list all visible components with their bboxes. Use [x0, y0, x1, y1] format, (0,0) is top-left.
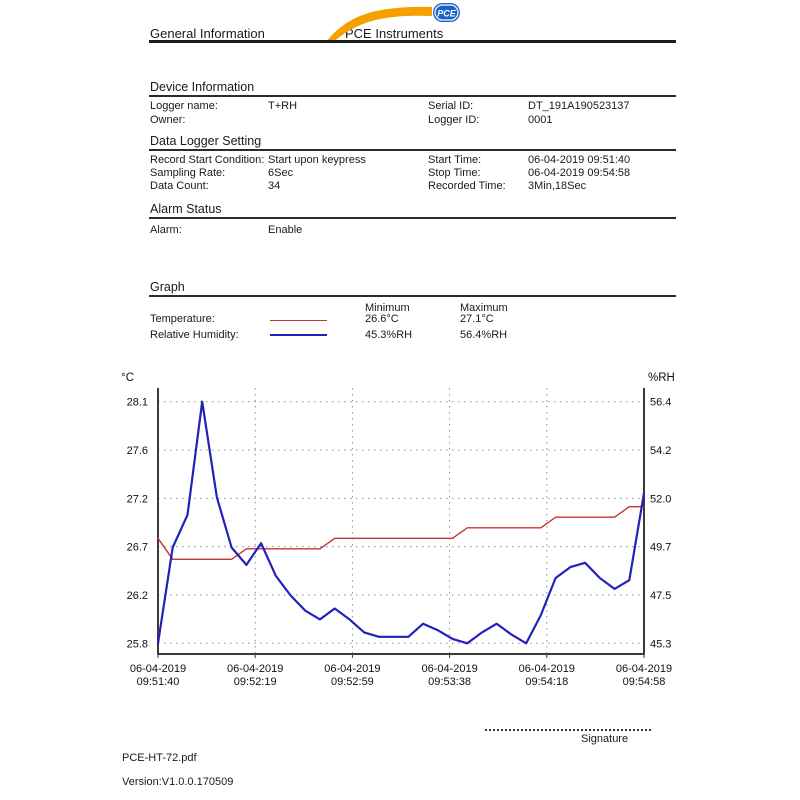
section-title-graph: Graph	[150, 280, 185, 294]
temperature-min-value: 26.6°C	[365, 313, 399, 325]
field-value: 6Sec	[268, 167, 294, 179]
pce-logo: PCE	[326, 3, 460, 41]
x-axis-tick-label: 06-04-2019 09:52:19	[227, 663, 283, 688]
right-axis-tick-label: 52.0	[650, 493, 671, 505]
field-label: Owner:	[150, 114, 186, 126]
field-value: DT_191A190523137	[528, 100, 630, 112]
brand-name: PCE Instruments	[345, 26, 444, 41]
temperature-line-swatch	[270, 320, 327, 321]
section-rule	[149, 149, 676, 151]
field-value: 3Min,18Sec	[528, 180, 587, 192]
legend-label-temperature: Temperature:	[150, 313, 215, 325]
field-label: Recorded Time:	[428, 180, 506, 192]
field-label: Serial ID:	[428, 100, 474, 112]
field-value: Enable	[268, 224, 303, 236]
section-rule	[149, 95, 676, 97]
right-axis-tick-label: 49.7	[650, 542, 671, 554]
humidity-line-swatch	[270, 334, 327, 336]
x-axis-tick-label: 06-04-2019 09:52:59	[324, 663, 380, 688]
signature-line	[485, 729, 651, 731]
field-label: Start Time:	[428, 154, 482, 166]
temperature-line	[157, 505, 645, 561]
right-axis-tick-label: 56.4	[650, 397, 671, 409]
temperature-humidity-chart: 28.1 56.4 27.6 54.2 27.2 52.0 26.7 49.7 26.2 47.5…	[121, 372, 675, 688]
logo-swoosh-icon	[326, 6, 432, 41]
x-axis-tick-label: 06-04-2019 09:54:58	[616, 663, 672, 688]
field-value: T+RH	[268, 100, 298, 112]
header-rule	[149, 40, 676, 43]
field-label: Alarm:	[150, 224, 182, 236]
left-axis-tick-label: 28.1	[127, 397, 148, 409]
field-value: 06-04-2019 09:51:40	[528, 154, 631, 166]
x-axis-tick-label: 06-04-2019 09:53:38	[421, 663, 477, 688]
section-title-alarm: Alarm Status	[150, 202, 222, 216]
right-axis-tick-label: 47.5	[650, 590, 671, 602]
relative-humidity-line	[156, 400, 646, 645]
humidity-min-value: 45.3%RH	[365, 329, 413, 341]
right-axis-unit-label: %RH	[648, 372, 675, 384]
field-label: Logger ID:	[428, 114, 480, 126]
left-axis-tick-label: 27.2	[127, 493, 148, 505]
field-value: 06-04-2019 09:54:58	[528, 167, 631, 179]
legend-min-header: Minimum	[365, 302, 410, 314]
field-label: Data Count:	[150, 180, 209, 192]
section-title-device: Device Information	[150, 80, 255, 94]
field-value: Start upon keypress	[268, 154, 366, 166]
header-left-title: General Information	[150, 26, 265, 41]
right-axis-tick-label: 45.3	[650, 638, 671, 650]
temperature-max-value: 27.1°C	[460, 313, 494, 325]
right-axis-tick-label: 54.2	[650, 445, 671, 457]
left-axis-tick-label: 26.7	[127, 542, 148, 554]
field-value: 34	[268, 180, 281, 192]
legend-label-humidity: Relative Humidity:	[150, 329, 239, 341]
field-label: Stop Time:	[428, 167, 481, 179]
signature-label: Signature	[581, 733, 629, 745]
field-label: Sampling Rate:	[150, 167, 226, 179]
logo-badge-bg	[433, 3, 460, 22]
left-axis-unit-label: °C	[121, 372, 134, 384]
field-label: Logger name:	[150, 100, 218, 112]
field-value: 0001	[528, 114, 553, 126]
logo-badge-text: PCE	[437, 9, 457, 19]
section-rule	[149, 295, 676, 297]
field-label: Record Start Condition:	[150, 154, 265, 166]
left-axis-tick-label: 26.2	[127, 590, 148, 602]
x-axis-tick-label: 06-04-2019 09:54:18	[519, 663, 575, 688]
section-rule	[149, 217, 676, 219]
file-name: PCE-HT-72.pdf	[122, 752, 197, 764]
x-axis-tick-label: 06-04-2019 09:51:40	[130, 663, 186, 688]
section-title-settings: Data Logger Setting	[150, 134, 262, 148]
legend-max-header: Maximum	[460, 302, 508, 314]
humidity-max-value: 56.4%RH	[460, 329, 508, 341]
version-label: Version:V1.0.0.170509	[122, 776, 234, 788]
left-axis-tick-label: 27.6	[127, 445, 148, 457]
left-axis-tick-label: 25.8	[127, 638, 148, 650]
